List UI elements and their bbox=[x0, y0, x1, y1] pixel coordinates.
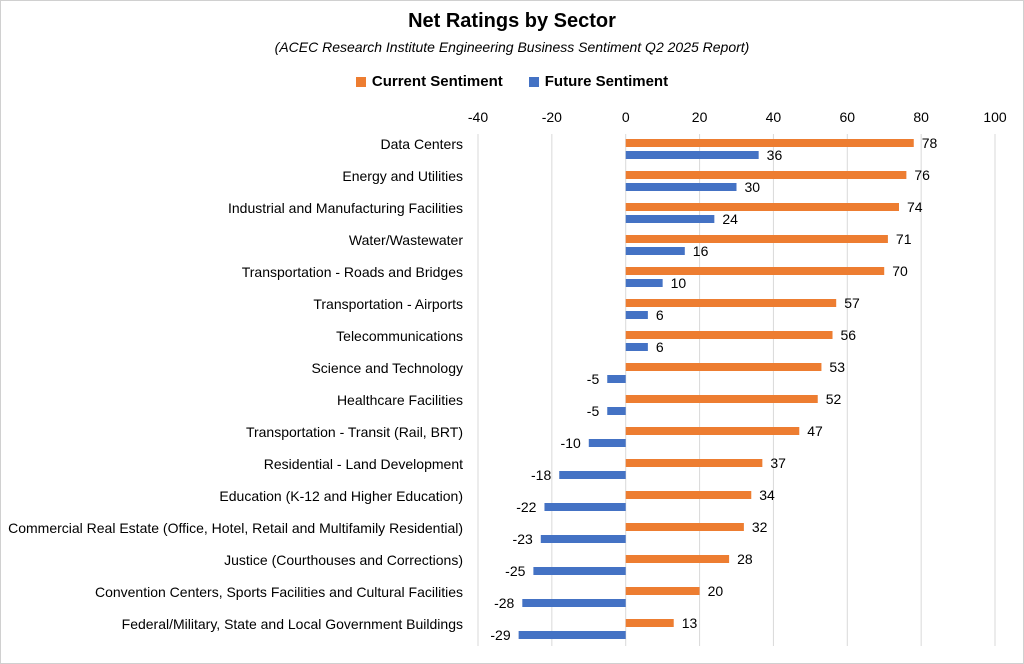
data-label-current: 20 bbox=[708, 583, 724, 599]
data-label-future: -10 bbox=[561, 435, 581, 451]
data-label-current: 56 bbox=[841, 327, 857, 343]
bar-future bbox=[607, 375, 626, 383]
legend-item-current: Current Sentiment bbox=[355, 73, 503, 90]
chart-subtitle: (ACEC Research Institute Engineering Bus… bbox=[274, 39, 750, 55]
x-tick-label: 0 bbox=[622, 109, 630, 125]
data-label-future: -25 bbox=[505, 563, 525, 579]
legend-item-future: Future Sentiment bbox=[528, 73, 669, 90]
bar-current bbox=[625, 363, 822, 371]
legend-label-future: Future Sentiment bbox=[544, 73, 669, 90]
data-label-future: -18 bbox=[531, 467, 551, 483]
chart-legend: Current Sentiment Future Sentiment bbox=[0, 73, 1024, 90]
category-label: Data Centers bbox=[381, 136, 463, 152]
bar-current bbox=[625, 523, 744, 531]
chart-title: Net Ratings by Sector bbox=[408, 10, 616, 32]
data-label-current: 52 bbox=[826, 391, 842, 407]
bar-future bbox=[544, 503, 626, 511]
bar-current bbox=[625, 491, 752, 499]
category-label: Water/Wastewater bbox=[349, 232, 463, 248]
category-label: Education (K-12 and Higher Education) bbox=[219, 488, 463, 504]
legend-swatch-current bbox=[355, 76, 366, 87]
bar-future bbox=[625, 215, 715, 223]
legend-swatch-future bbox=[528, 76, 539, 87]
bar-future bbox=[625, 343, 648, 351]
data-label-current: 70 bbox=[892, 263, 908, 279]
bar-future bbox=[588, 439, 626, 447]
x-tick-label: 20 bbox=[692, 109, 708, 125]
data-label-future: -5 bbox=[587, 371, 600, 387]
bar-future bbox=[625, 151, 759, 159]
bar-future bbox=[625, 311, 648, 319]
bar-future bbox=[625, 247, 685, 255]
category-label: Science and Technology bbox=[311, 360, 463, 376]
data-label-current: 34 bbox=[759, 487, 775, 503]
bar-current bbox=[625, 331, 833, 339]
data-label-current: 32 bbox=[752, 519, 768, 535]
bar-current bbox=[625, 203, 899, 211]
bar-future bbox=[533, 567, 626, 575]
category-label: Healthcare Facilities bbox=[337, 392, 463, 408]
data-label-current: 47 bbox=[807, 423, 823, 439]
bar-current bbox=[625, 587, 700, 595]
category-label: Commercial Real Estate (Office, Hotel, R… bbox=[8, 520, 463, 536]
data-label-current: 71 bbox=[896, 231, 912, 247]
bar-current bbox=[625, 139, 914, 147]
x-tick-label: 40 bbox=[766, 109, 782, 125]
data-label-future: -22 bbox=[516, 499, 536, 515]
data-label-future: -28 bbox=[494, 595, 514, 611]
data-label-future: -23 bbox=[513, 531, 533, 547]
data-label-future: -29 bbox=[490, 627, 510, 643]
x-tick-label: 60 bbox=[839, 109, 855, 125]
data-label-future: -5 bbox=[587, 403, 600, 419]
data-label-future: 6 bbox=[656, 339, 664, 355]
data-label-future: 10 bbox=[671, 275, 687, 291]
bar-future bbox=[518, 631, 626, 639]
data-label-current: 76 bbox=[914, 167, 930, 183]
bar-future bbox=[607, 407, 626, 415]
bar-current bbox=[625, 235, 888, 243]
category-label: Federal/Military, State and Local Govern… bbox=[122, 616, 463, 632]
data-label-current: 53 bbox=[829, 359, 845, 375]
category-label: Transportation - Airports bbox=[313, 296, 463, 312]
data-label-future: 6 bbox=[656, 307, 664, 323]
bar-current bbox=[625, 171, 907, 179]
bar-future bbox=[540, 535, 626, 543]
bar-current bbox=[625, 427, 800, 435]
bar-future bbox=[559, 471, 626, 479]
legend-label-current: Current Sentiment bbox=[371, 73, 503, 90]
category-label: Justice (Courthouses and Corrections) bbox=[224, 552, 463, 568]
data-label-future: 36 bbox=[767, 147, 783, 163]
bar-current bbox=[625, 299, 837, 307]
category-label: Residential - Land Development bbox=[264, 456, 463, 472]
category-label: Convention Centers, Sports Facilities an… bbox=[95, 584, 463, 600]
x-tick-label: 100 bbox=[983, 109, 1007, 125]
bar-future bbox=[625, 279, 663, 287]
bar-current bbox=[625, 395, 818, 403]
data-label-current: 37 bbox=[770, 455, 786, 471]
category-label: Telecommunications bbox=[336, 328, 463, 344]
bar-current bbox=[625, 619, 674, 627]
bar-future bbox=[522, 599, 626, 607]
bar-current bbox=[625, 267, 885, 275]
data-label-current: 13 bbox=[682, 615, 698, 631]
category-label: Transportation - Roads and Bridges bbox=[242, 264, 463, 280]
bar-current bbox=[625, 459, 763, 467]
data-label-future: 30 bbox=[745, 179, 761, 195]
data-label-future: 24 bbox=[722, 211, 738, 227]
data-label-current: 57 bbox=[844, 295, 860, 311]
bar-current bbox=[625, 555, 730, 563]
x-tick-label: -40 bbox=[468, 109, 488, 125]
data-label-current: 78 bbox=[922, 135, 938, 151]
x-tick-label: -20 bbox=[542, 109, 562, 125]
data-label-current: 28 bbox=[737, 551, 753, 567]
bar-future bbox=[625, 183, 737, 191]
data-label-future: 16 bbox=[693, 243, 709, 259]
x-tick-label: 80 bbox=[913, 109, 929, 125]
category-label: Industrial and Manufacturing Facilities bbox=[228, 200, 463, 216]
category-label: Energy and Utilities bbox=[342, 168, 463, 184]
data-label-current: 74 bbox=[907, 199, 923, 215]
category-label: Transportation - Transit (Rail, BRT) bbox=[246, 424, 463, 440]
